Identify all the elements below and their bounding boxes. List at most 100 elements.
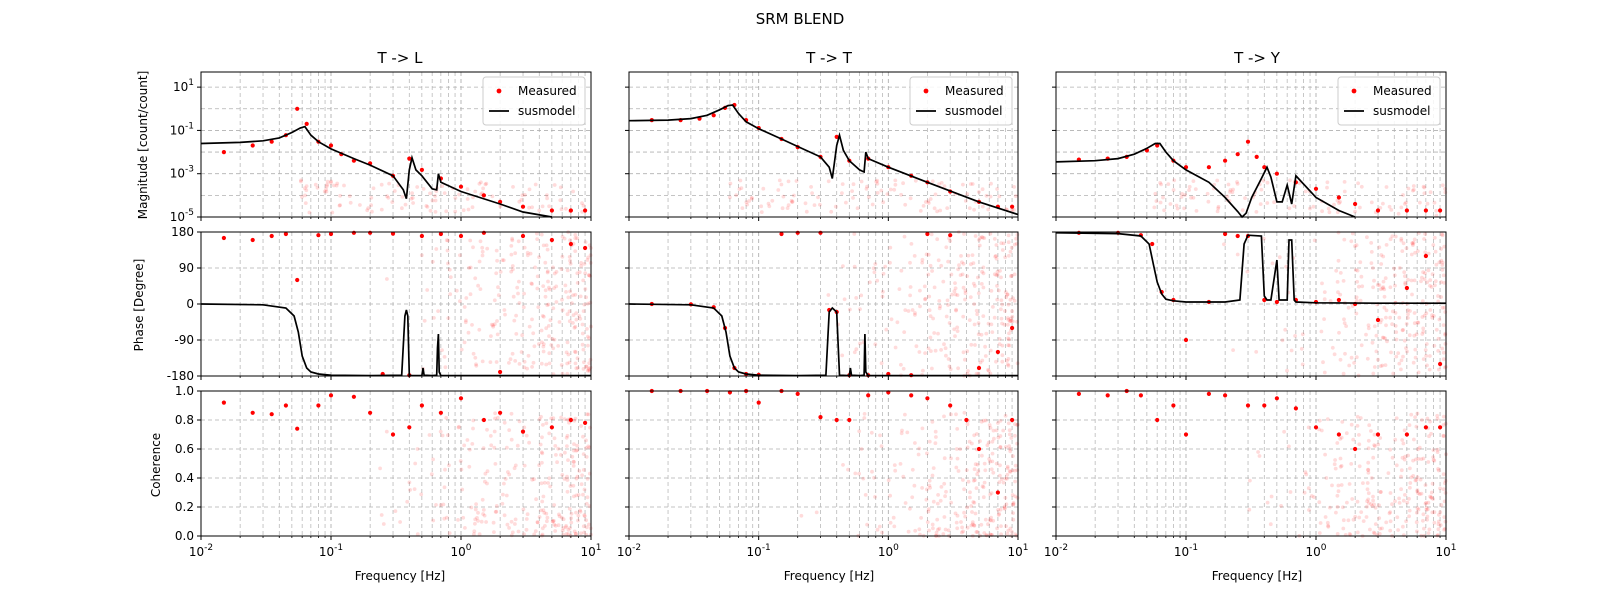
- measured-noise-point: [585, 364, 589, 369]
- measured-noise-point: [461, 515, 466, 520]
- measured-noise-point: [1010, 493, 1015, 497]
- measured-noise-point: [939, 181, 944, 185]
- measured-noise-point: [977, 190, 981, 194]
- measured-noise-point: [928, 485, 932, 490]
- measured-noise-point: [980, 269, 984, 274]
- measured-noise-point: [1344, 431, 1349, 436]
- measured-noise-point: [1393, 311, 1398, 315]
- measured-noise-point: [925, 520, 930, 524]
- measured-noise-point: [444, 515, 449, 520]
- measured-noise-point: [1420, 299, 1425, 303]
- measured-noise-point: [996, 513, 1001, 517]
- measured-noise-point: [979, 235, 984, 239]
- measured-noise-point: [1436, 294, 1440, 298]
- measured-noise-point: [1359, 274, 1364, 279]
- measured-noise-point: [1421, 518, 1425, 523]
- measured-noise-point: [419, 253, 424, 258]
- measured-noise-point: [555, 460, 559, 465]
- measured-noise-point: [519, 350, 524, 354]
- measured-noise-point: [987, 423, 992, 427]
- measured-noise-point: [988, 459, 992, 464]
- measured-noise-point: [1005, 532, 1010, 536]
- measured-noise-point: [1401, 441, 1406, 446]
- measured-noise-point: [1332, 202, 1336, 207]
- measured-noise-point: [1231, 348, 1235, 352]
- measured-noise-point: [574, 493, 579, 498]
- measured-noise-point: [759, 210, 764, 215]
- measured-noise-point: [567, 255, 572, 259]
- measured-noise-point: [1338, 357, 1343, 362]
- measured-noise-point: [459, 347, 464, 352]
- measured-noise-point: [1404, 322, 1409, 326]
- measured-noise-point: [1187, 188, 1191, 193]
- measured-noise-point: [540, 451, 545, 456]
- measured-noise-point: [516, 529, 521, 534]
- measured-point: [925, 396, 930, 401]
- measured-noise-point: [995, 272, 1000, 277]
- measured-noise-point: [1424, 311, 1429, 316]
- measured-noise-point: [1438, 510, 1443, 515]
- measured-noise-point: [994, 273, 999, 277]
- measured-noise-point: [891, 515, 896, 520]
- y-tick-label: 180: [171, 225, 194, 239]
- ylabel-coherence: Coherence: [149, 433, 163, 497]
- measured-noise-point: [1376, 357, 1380, 362]
- measured-noise-point: [1007, 253, 1011, 258]
- measured-noise-point: [1366, 438, 1371, 443]
- measured-noise-point: [728, 181, 733, 186]
- measured-noise-point: [960, 260, 964, 265]
- measured-noise-point: [462, 443, 467, 448]
- measured-noise-point: [868, 280, 872, 285]
- measured-noise-point: [477, 327, 482, 332]
- measured-noise-point: [917, 527, 922, 532]
- measured-noise-point: [1409, 278, 1414, 283]
- measured-noise-point: [1440, 263, 1445, 267]
- measured-noise-point: [560, 528, 565, 533]
- measured-noise-point: [547, 204, 551, 209]
- measured-noise-point: [379, 207, 384, 212]
- measured-noise-point: [975, 472, 980, 477]
- measured-noise-point: [381, 522, 386, 526]
- measured-noise-point: [973, 343, 977, 347]
- measured-noise-point: [1428, 283, 1432, 288]
- measured-noise-point: [1411, 458, 1415, 463]
- measured-noise-point: [918, 304, 922, 309]
- measured-noise-point: [1162, 208, 1166, 213]
- legend-marker-measured: [496, 88, 502, 94]
- measured-noise-point: [1011, 501, 1016, 505]
- measured-noise-point: [1005, 316, 1010, 320]
- measured-noise-point: [1421, 357, 1426, 361]
- measured-noise-point: [400, 195, 405, 199]
- measured-noise-point: [1206, 199, 1211, 204]
- measured-noise-point: [779, 182, 784, 187]
- measured-noise-point: [1284, 264, 1288, 269]
- measured-noise-point: [1426, 500, 1431, 505]
- x-tick-label: 10-2: [189, 543, 213, 559]
- measured-noise-point: [467, 447, 472, 452]
- measured-noise-point: [299, 179, 303, 184]
- measured-noise-point: [986, 440, 991, 445]
- measured-noise-point: [841, 264, 845, 268]
- measured-noise-point: [433, 210, 438, 214]
- measured-noise-point: [1343, 351, 1347, 356]
- x-tick-label: 100: [1305, 543, 1326, 559]
- measured-noise-point: [926, 272, 931, 277]
- measured-noise-point: [1335, 441, 1340, 445]
- measured-noise-point: [1004, 502, 1009, 507]
- measured-noise-point: [540, 526, 545, 531]
- measured-noise-point: [970, 520, 975, 525]
- measured-noise-point: [531, 360, 536, 365]
- y-tick-label: 101: [173, 78, 194, 94]
- measured-noise-point: [1005, 466, 1010, 471]
- measured-noise-point: [924, 497, 929, 502]
- measured-noise-point: [988, 532, 993, 537]
- measured-noise-point: [1369, 200, 1374, 205]
- measured-noise-point: [1416, 507, 1421, 512]
- measured-noise-point: [458, 459, 463, 463]
- measured-noise-point: [946, 528, 951, 533]
- measured-noise-point: [1390, 502, 1394, 507]
- measured-noise-point: [574, 317, 579, 322]
- measured-noise-point: [1432, 314, 1436, 318]
- measured-noise-point: [899, 431, 904, 436]
